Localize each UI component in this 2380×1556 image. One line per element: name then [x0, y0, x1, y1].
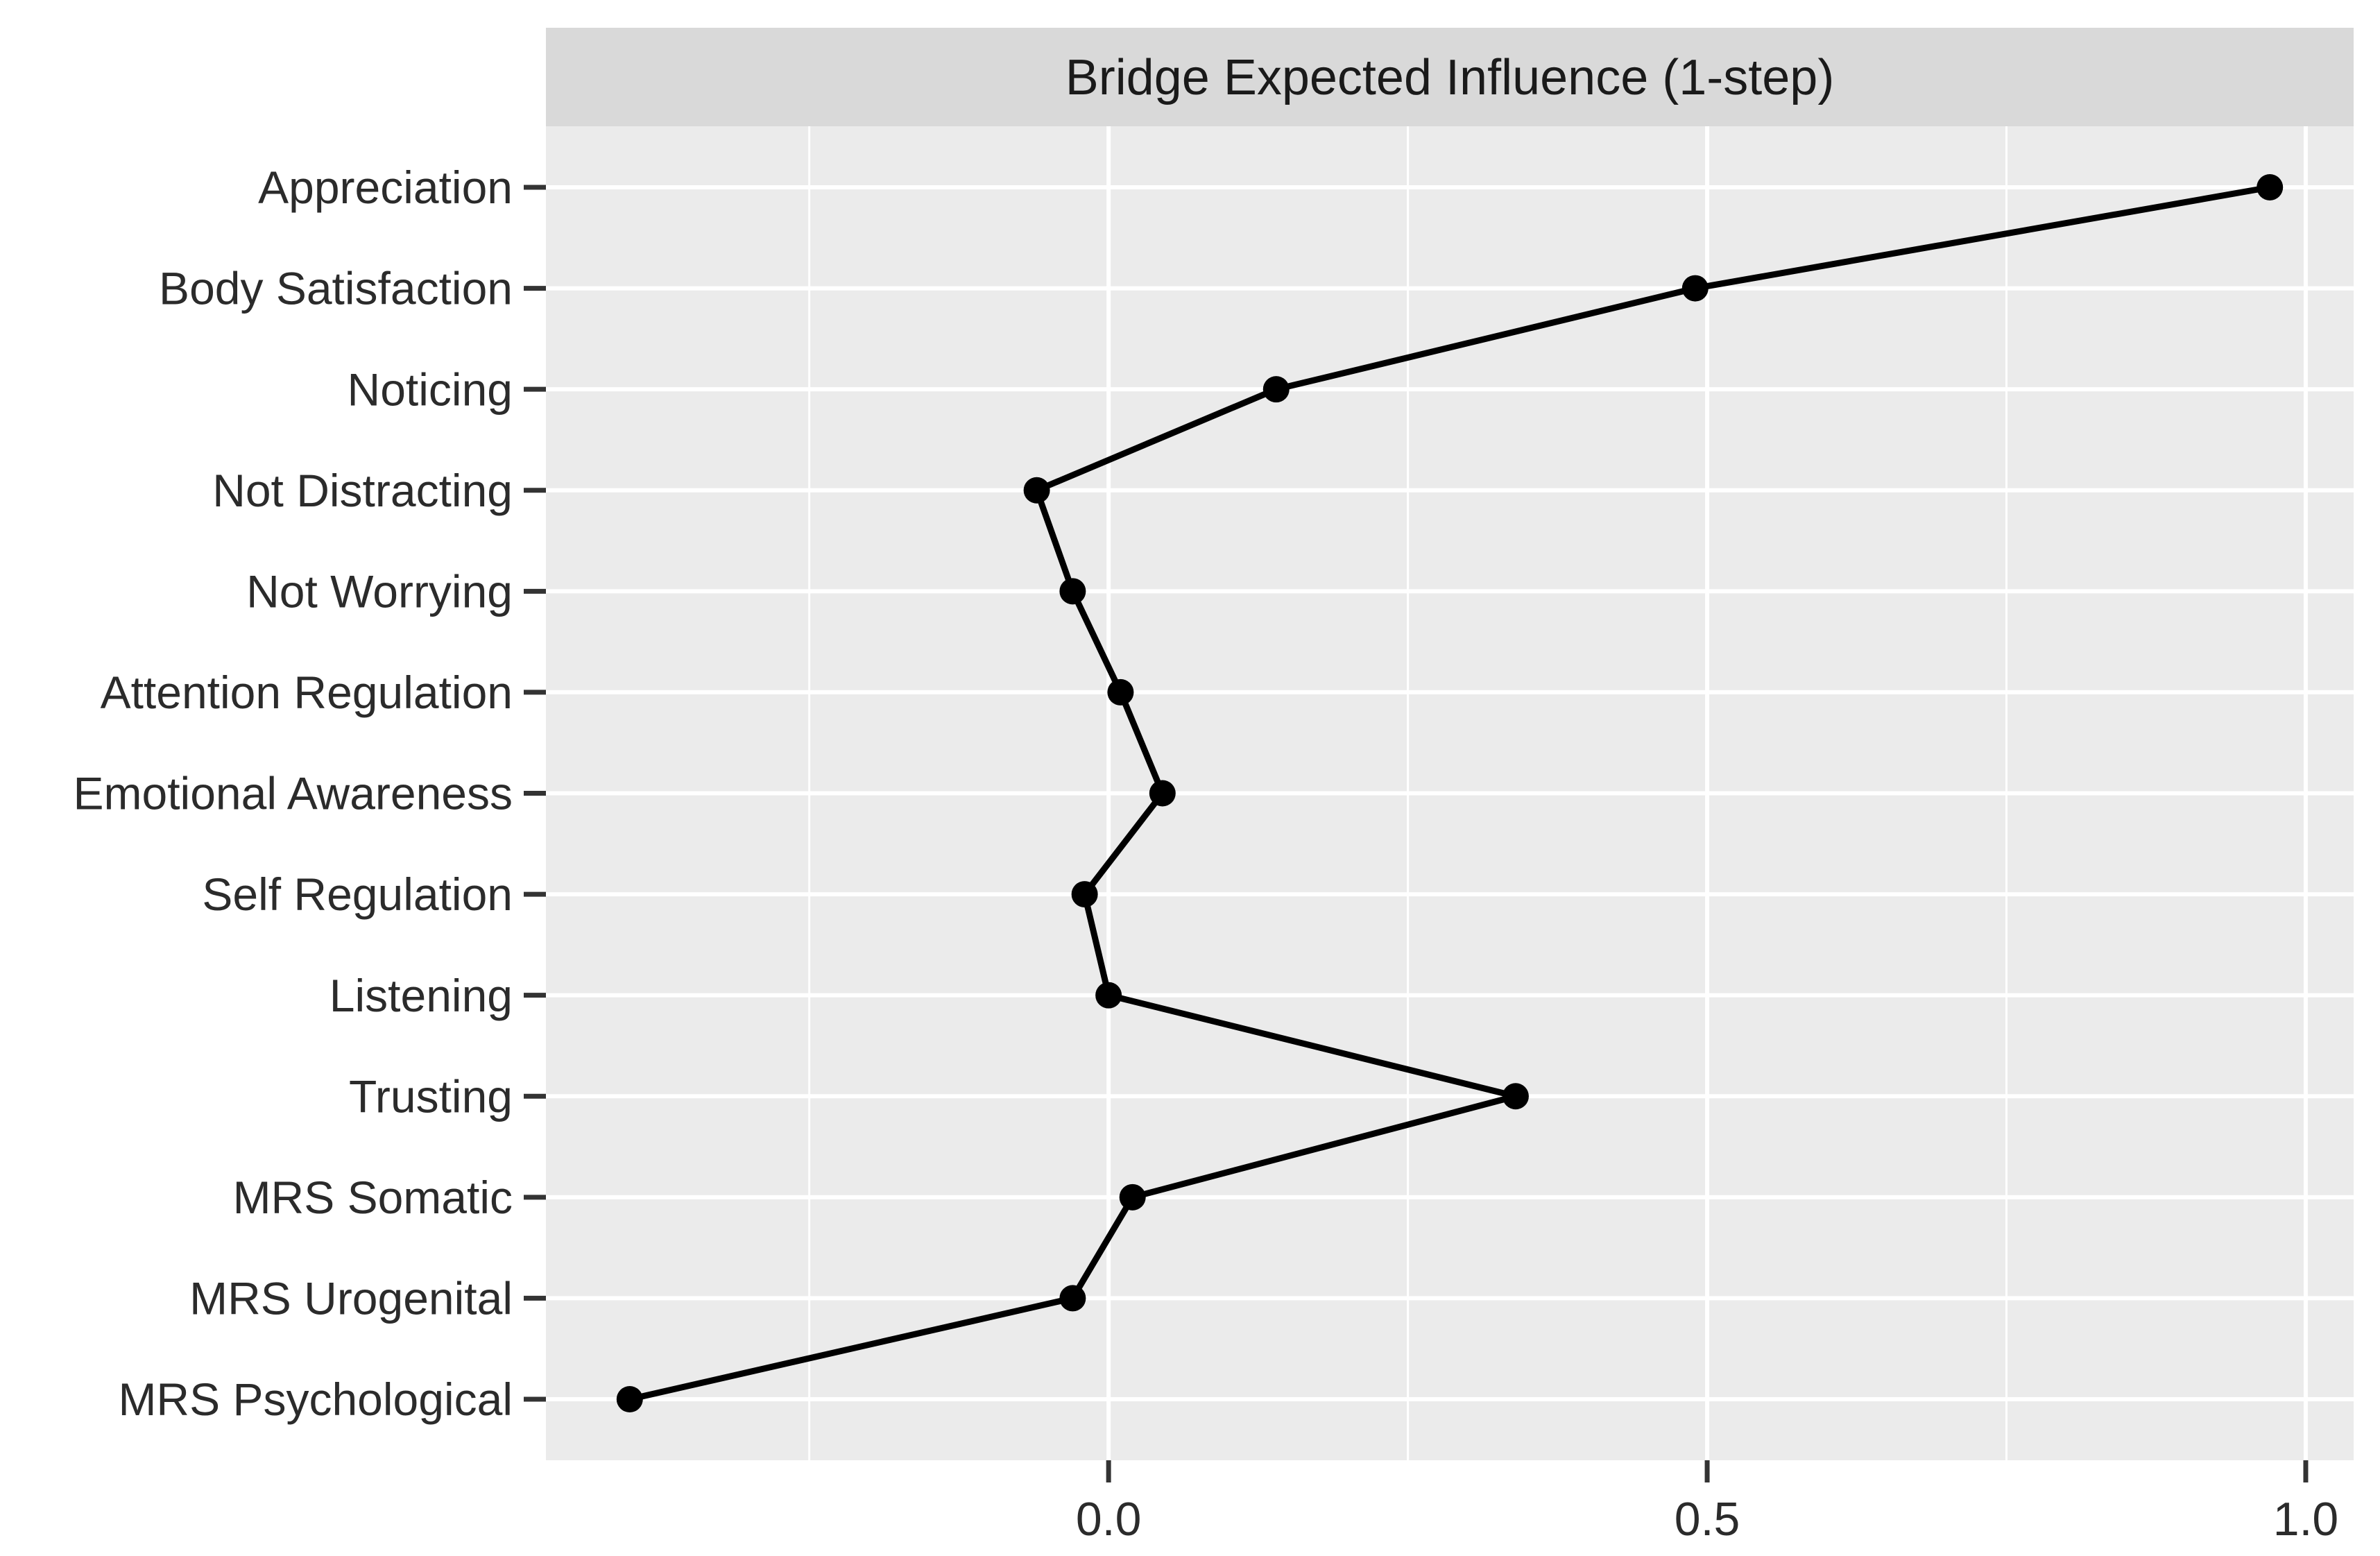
data-point [1059, 578, 1086, 605]
y-axis-label: Appreciation [258, 162, 513, 213]
y-axis-label: Not Worrying [246, 565, 513, 617]
x-axis-label: 0.5 [1675, 1493, 1740, 1546]
data-point [1119, 1183, 1146, 1211]
y-axis-label: MRS Psychological [118, 1374, 513, 1425]
y-axis-label: Body Satisfaction [159, 263, 513, 314]
y-axis-label: MRS Somatic [233, 1172, 513, 1223]
data-point [1095, 982, 1122, 1009]
data-point [1059, 1285, 1086, 1312]
data-point [1107, 678, 1134, 706]
data-point [1149, 780, 1176, 807]
gridlines-major-y [546, 185, 2354, 1401]
y-axis-label: Self Regulation [202, 869, 513, 920]
y-axis-label: Listening [329, 970, 513, 1021]
y-axis-label: Trusting [349, 1070, 513, 1122]
data-point [1681, 275, 1709, 302]
facet-strip [546, 28, 2354, 126]
data-point [1071, 881, 1098, 908]
x-axis-label: 1.0 [2273, 1493, 2339, 1546]
data-point [1502, 1083, 1529, 1110]
x-axis-ticks [1106, 1460, 2309, 1482]
y-axis-label: Emotional Awareness [74, 768, 513, 819]
x-axis-labels: 0.0 0.5 1.0 [1076, 1493, 2338, 1546]
data-point [616, 1386, 643, 1412]
data-point [1023, 477, 1050, 504]
y-axis-labels: Appreciation Body Satisfaction Noticing Not… [74, 162, 513, 1425]
panel-title: Bridge Expected Influence (1-step) [1065, 50, 1835, 105]
y-axis-label: Attention Regulation [101, 667, 513, 718]
y-axis-label: Noticing [348, 364, 513, 415]
data-point [2257, 174, 2284, 200]
y-axis-label: MRS Urogenital [189, 1273, 513, 1324]
y-axis-ticks [524, 185, 546, 1402]
x-axis-label: 0.0 [1076, 1493, 1142, 1546]
y-axis-label: Not Distracting [212, 465, 513, 516]
data-points [616, 174, 2284, 1412]
data-point [1262, 376, 1290, 403]
